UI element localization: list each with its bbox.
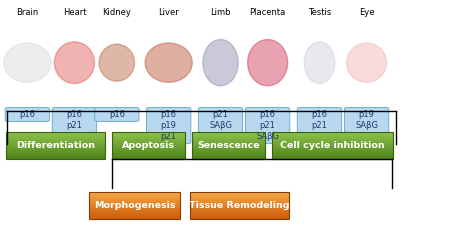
Text: p16
p21
SAβG: p16 p21 SAβG — [256, 110, 279, 141]
Text: p19
SAβG: p19 SAβG — [355, 110, 378, 130]
Text: p16
p21: p16 p21 — [66, 110, 82, 130]
Ellipse shape — [304, 42, 335, 84]
Text: Brain: Brain — [16, 8, 38, 17]
Text: Testis: Testis — [308, 8, 331, 17]
Ellipse shape — [4, 43, 51, 82]
Text: Heart: Heart — [63, 8, 86, 17]
Text: p16: p16 — [19, 110, 35, 119]
FancyBboxPatch shape — [198, 107, 243, 132]
Ellipse shape — [55, 42, 94, 84]
Text: Cell cycle inhibition: Cell cycle inhibition — [280, 141, 385, 150]
Bar — [89, 192, 181, 219]
Bar — [273, 132, 392, 159]
FancyBboxPatch shape — [146, 107, 191, 144]
Text: p16
p21: p16 p21 — [311, 110, 328, 130]
FancyBboxPatch shape — [345, 107, 389, 132]
Ellipse shape — [145, 43, 192, 82]
Bar — [192, 132, 265, 159]
Ellipse shape — [203, 40, 238, 86]
Text: Differentiation: Differentiation — [16, 141, 95, 150]
Bar — [6, 132, 105, 159]
Text: p21
SAβG: p21 SAβG — [209, 110, 232, 130]
Text: Kidney: Kidney — [102, 8, 131, 17]
Text: Morphogenesis: Morphogenesis — [94, 201, 175, 210]
Text: p16: p16 — [109, 110, 125, 119]
FancyBboxPatch shape — [246, 107, 290, 144]
Text: Tissue Remodeling: Tissue Remodeling — [189, 201, 290, 210]
Text: Apoptosis: Apoptosis — [122, 141, 175, 150]
Ellipse shape — [247, 40, 288, 86]
Text: Placenta: Placenta — [249, 8, 286, 17]
FancyBboxPatch shape — [95, 107, 139, 121]
Bar — [190, 192, 289, 219]
Ellipse shape — [99, 44, 135, 81]
Text: Limb: Limb — [210, 8, 231, 17]
FancyBboxPatch shape — [297, 107, 342, 132]
FancyBboxPatch shape — [52, 107, 97, 132]
Ellipse shape — [346, 43, 387, 82]
Bar — [112, 132, 185, 159]
Text: Eye: Eye — [359, 8, 374, 17]
Text: Senescence: Senescence — [198, 141, 260, 150]
Text: p16
p19
p21: p16 p19 p21 — [161, 110, 177, 141]
Text: Liver: Liver — [158, 8, 179, 17]
FancyBboxPatch shape — [5, 107, 49, 121]
